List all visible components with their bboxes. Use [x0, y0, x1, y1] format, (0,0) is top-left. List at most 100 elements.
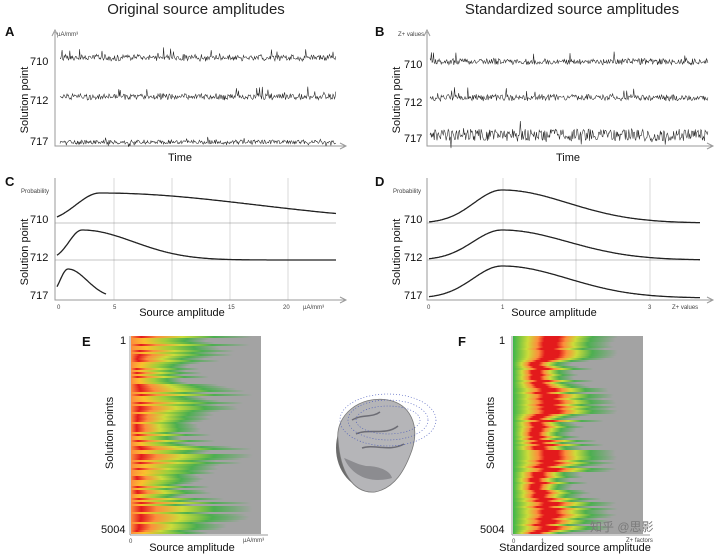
heatmap-band	[513, 446, 597, 448]
heatmap-band	[131, 494, 212, 496]
heatmap-band	[513, 356, 638, 358]
heatmap-band	[131, 376, 213, 378]
heatmap-band	[513, 514, 640, 516]
heatmap-band	[513, 434, 584, 436]
panel-c-x-arrow	[339, 296, 348, 304]
panel-b-row-717: 717	[404, 133, 422, 145]
heatmap-band	[131, 336, 259, 338]
heatmap-band	[131, 406, 243, 408]
heatmap-band	[131, 416, 213, 418]
heatmap-band	[131, 436, 203, 438]
heatmap-band	[131, 480, 231, 482]
panel-d-row-710: 710	[404, 214, 422, 226]
heatmap-band	[131, 458, 248, 460]
panel-c-x-label: Source amplitude	[139, 307, 225, 319]
heatmap-band	[513, 438, 584, 440]
heatmap-band	[513, 468, 640, 470]
panel-c-axes	[54, 178, 345, 301]
brain-cerebellum	[344, 458, 392, 480]
panel-f-bottom-label: 5004	[480, 524, 504, 536]
heatmap-band	[131, 442, 212, 444]
panel-d-tick-0: 0	[427, 305, 431, 311]
heatmap-band	[131, 498, 229, 500]
panel-a-letter: A	[5, 24, 15, 39]
panel-a-row-712: 712	[30, 95, 48, 107]
heatmap-band	[131, 456, 258, 458]
panel-b-x-arrow	[706, 142, 715, 150]
panel-f-tick-1: 1	[541, 539, 545, 545]
heatmap-band	[131, 414, 219, 416]
heatmap-band	[513, 476, 599, 478]
panel-d-x-unit: Z+ values	[672, 305, 698, 311]
heatmap-band	[131, 430, 204, 432]
heatmap-band	[513, 508, 641, 510]
heatmap-band	[131, 452, 239, 454]
panel-c-row-712: 712	[30, 252, 48, 264]
brain-sulci	[351, 411, 405, 449]
heatmap-band	[131, 338, 243, 340]
heatmap-band	[513, 472, 596, 474]
heatmap-band	[131, 384, 224, 386]
panel-a-trace-712	[59, 86, 337, 101]
heatmap-band	[513, 344, 634, 346]
heatmap-band	[513, 426, 601, 428]
heatmap-band	[513, 428, 591, 430]
heatmap-band	[131, 340, 239, 342]
heatmap-band	[513, 498, 621, 500]
heatmap-band	[513, 424, 592, 426]
heatmap-band	[513, 500, 607, 502]
heatmap-band	[131, 464, 259, 466]
panel-c-x-unit: µA/mm³	[303, 305, 324, 311]
heatmap-band	[513, 358, 626, 360]
heatmap-band	[513, 432, 584, 434]
heatmap-band	[131, 512, 245, 514]
panel-a-x-label: Time	[168, 152, 192, 164]
panel-d-unit: Probability	[393, 189, 421, 195]
panel-a-y-arrow	[51, 28, 59, 37]
panel-f: F 1 5004 Solution points 0 1 Z+ factors …	[458, 334, 653, 554]
heatmap-band	[131, 366, 212, 368]
panel-b-y-arrow	[423, 28, 431, 37]
heatmap-band	[131, 504, 221, 506]
heatmap-band	[131, 514, 253, 516]
heatmap-band	[513, 400, 638, 402]
heatmap-band	[131, 438, 204, 440]
panel-e-x-label: Source amplitude	[149, 542, 235, 554]
heatmap-band	[513, 378, 588, 380]
heatmap-band	[513, 504, 636, 506]
panel-e-heatmap	[131, 336, 259, 534]
heatmap-band	[513, 354, 640, 356]
heatmap-band	[131, 392, 240, 394]
solution-point-grid	[339, 393, 437, 447]
heatmap-band	[131, 476, 204, 478]
heatmap-band	[131, 446, 239, 448]
heatmap-band	[513, 340, 638, 342]
panel-a: A µA/mm³ 710 712 717 Solution point Time	[5, 24, 348, 164]
heatmap-band	[513, 484, 587, 486]
panel-c-curve-710	[56, 192, 337, 218]
heatmap-band	[131, 472, 252, 474]
panel-a-row-710: 710	[30, 56, 48, 68]
heatmap-band	[131, 522, 251, 524]
heatmap-band	[513, 488, 584, 490]
panel-b-row-710: 710	[404, 59, 422, 71]
heatmap-band	[131, 350, 240, 352]
heatmap-band	[513, 466, 606, 468]
panel-c-y-label: Solution point	[19, 219, 31, 286]
heatmap-band	[513, 352, 641, 354]
heatmap-band	[513, 396, 635, 398]
panel-d-tick-3: 3	[648, 305, 652, 311]
heatmap-band	[131, 500, 228, 502]
heatmap-band	[513, 408, 632, 410]
heatmap-band	[131, 450, 246, 452]
heatmap-band	[513, 448, 599, 450]
panel-d-axes	[426, 178, 712, 301]
panel-c-tick-5: 5	[113, 305, 117, 311]
heatmap-band	[513, 528, 631, 530]
heatmap-band	[513, 462, 639, 464]
heatmap-band	[513, 412, 639, 414]
heatmap-band	[513, 414, 609, 416]
heatmap-band	[131, 420, 208, 422]
heatmap-band	[513, 490, 602, 492]
panel-e-tick-0: 0	[129, 539, 133, 545]
